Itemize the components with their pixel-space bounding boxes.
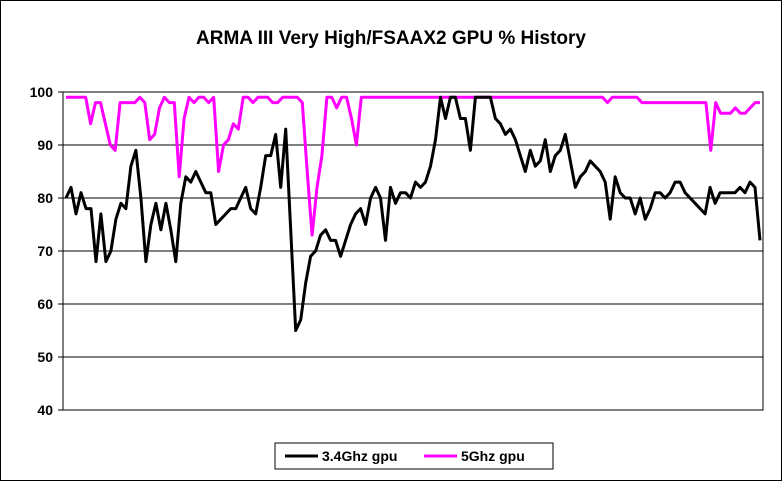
y-tick-label-50: 50 [37, 349, 53, 365]
y-tick-label-90: 90 [37, 137, 53, 153]
series-line-2 [66, 95, 760, 237]
series-line-1 [64, 95, 762, 332]
y-tick-label-100: 100 [30, 84, 54, 100]
y-tick-label-40: 40 [37, 402, 53, 418]
legend: 3.4Ghz gpu 5Ghz gpu [274, 442, 554, 470]
chart-title: ARMA III Very High/FSAAX2 GPU % History [196, 28, 586, 49]
y-tick-label-80: 80 [37, 190, 53, 206]
series-lines [64, 95, 762, 332]
y-tick-label-60: 60 [37, 296, 53, 312]
grid-lines [63, 91, 763, 358]
legend-box [274, 442, 554, 470]
y-axis-ticks: 40 50 60 70 80 90 100 [30, 84, 63, 418]
y-tick-label-70: 70 [37, 243, 53, 259]
legend-label-series-1: 3.4Ghz gpu [322, 448, 397, 464]
legend-label-series-2: 5Ghz gpu [461, 448, 525, 464]
